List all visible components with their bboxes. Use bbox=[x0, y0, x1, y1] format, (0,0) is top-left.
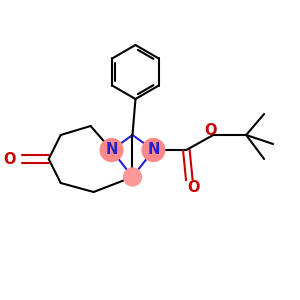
Text: O: O bbox=[204, 123, 217, 138]
Text: O: O bbox=[3, 152, 16, 166]
Circle shape bbox=[142, 139, 165, 161]
Text: O: O bbox=[188, 180, 200, 195]
Text: N: N bbox=[105, 142, 118, 158]
Circle shape bbox=[100, 139, 123, 161]
Circle shape bbox=[124, 168, 142, 186]
Text: N: N bbox=[147, 142, 160, 158]
